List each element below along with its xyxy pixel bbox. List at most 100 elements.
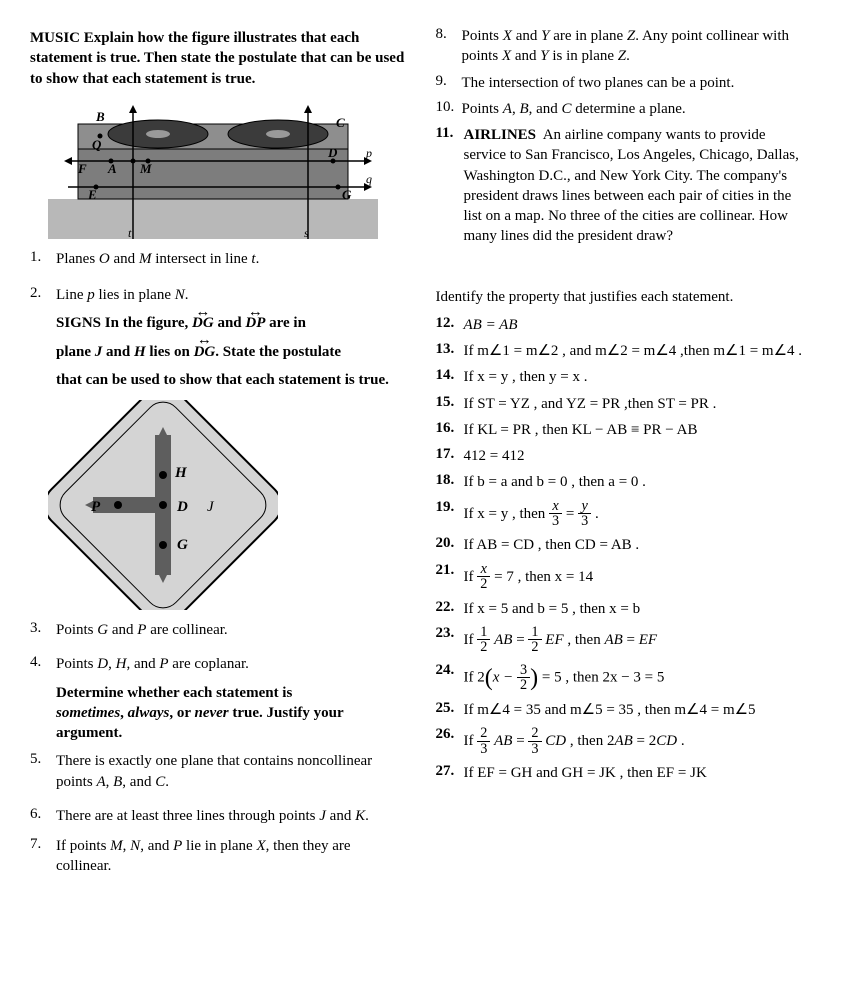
q23a: If: [464, 632, 478, 648]
question-11: 11. AIRLINES An airline company wants to…: [436, 125, 812, 247]
q9-text: The intersection of two planes can be a …: [462, 73, 812, 93]
question-9: 9. The intersection of two planes can be…: [436, 73, 812, 93]
q15-number: 15.: [436, 394, 464, 414]
q26-f2: 23: [528, 726, 541, 757]
svg-text:D: D: [327, 145, 338, 160]
q1-number: 1.: [30, 249, 56, 269]
q23e: EF , then AB = EF: [545, 632, 657, 648]
q1-text: Planes O and M intersect in line t.: [56, 249, 406, 269]
question-16: 16. If KL = PR , then KL − AB ≡ PR − AB: [436, 420, 812, 440]
q23-number: 23.: [436, 625, 464, 656]
q19-text: If x = y , then x3 = y3 .: [464, 499, 812, 530]
q24b: x −: [493, 669, 517, 685]
q25-number: 25.: [436, 700, 464, 720]
svg-text:Q: Q: [92, 137, 102, 152]
determine-heading2: sometimes, always, or never true. Justif…: [56, 703, 406, 744]
q24-frac: 32: [517, 663, 530, 694]
q8-text: Points X and Y are in plane Z. Any point…: [462, 26, 812, 67]
q24c: = 5 , then 2x − 3 = 5: [542, 669, 664, 685]
signs-intro: SIGNS In the figure, ↔DG and ↔DP are in: [56, 313, 406, 333]
q20-text: If AB = CD , then CD = AB .: [464, 535, 812, 555]
left-column: MUSIC Explain how the figure illustrates…: [30, 20, 406, 883]
q27-text: If EF = GH and GH = JK , then EF = JK: [464, 763, 812, 783]
q4-text: Points D, H, and P are coplanar.: [56, 654, 406, 674]
question-17: 17. 412 = 412: [436, 446, 812, 466]
question-6: 6. There are at least three lines throug…: [30, 806, 406, 826]
q3-number: 3.: [30, 620, 56, 640]
signs-l2: plane J and H lies on ↔DG. State the pos…: [56, 342, 406, 362]
question-26: 26. If 23 AB = 23 CD , then 2AB = 2CD .: [436, 726, 812, 757]
q22-number: 22.: [436, 599, 464, 619]
q23-f1: 12: [477, 625, 490, 656]
svg-text:F: F: [77, 161, 87, 176]
q24-number: 24.: [436, 662, 464, 694]
svg-text:C: C: [336, 115, 345, 130]
question-14: 14. If x = y , then y = x .: [436, 367, 812, 387]
question-24: 24. If 2(x − 32) = 5 , then 2x − 3 = 5: [436, 662, 812, 694]
svg-text:M: M: [139, 161, 152, 176]
question-1: 1. Planes O and M intersect in line t.: [30, 249, 406, 269]
q19-frac1: x3: [549, 499, 562, 530]
q24-text: If 2(x − 32) = 5 , then 2x − 3 = 5: [464, 662, 812, 694]
airlines-heading: AIRLINES: [464, 127, 537, 143]
svg-text:H: H: [174, 465, 188, 481]
question-2: 2. Line p lies in plane N.: [30, 285, 406, 305]
determine-heading: Determine whether each statement is: [56, 683, 406, 703]
svg-text:p: p: [365, 146, 372, 160]
q27-number: 27.: [436, 763, 464, 783]
q4-number: 4.: [30, 654, 56, 674]
q22-text: If x = 5 and b = 5 , then x = b: [464, 599, 812, 619]
q11-body: An airline company wants to provide serv…: [464, 127, 799, 244]
q24a: If 2: [464, 669, 485, 685]
q17-number: 17.: [436, 446, 464, 466]
q6-text: There are at least three lines through p…: [56, 806, 406, 826]
q12-text: AB = AB: [464, 315, 812, 335]
q10-text: Points A, B, and C determine a plane.: [462, 99, 812, 119]
question-21: 21. If x2 = 7 , then x = 14: [436, 562, 812, 593]
q7-text: If points M, N, and P lie in plane X, th…: [56, 836, 406, 877]
q21-text: If x2 = 7 , then x = 14: [464, 562, 812, 593]
q13-number: 13.: [436, 341, 464, 361]
q10-number: 10.: [436, 99, 462, 119]
q19-frac2: y3: [578, 499, 591, 530]
music-intro: MUSIC Explain how the figure illustrates…: [30, 28, 406, 89]
svg-text:q: q: [366, 172, 372, 186]
sign-svg: H P D J G: [48, 400, 278, 610]
figure-sign: H P D J G: [48, 400, 406, 610]
q7-number: 7.: [30, 836, 56, 877]
q15-text: If ST = YZ , and YZ = PR ,then ST = PR .: [464, 394, 812, 414]
question-10: 10. Points A, B, and C determine a plane…: [436, 99, 812, 119]
q20-number: 20.: [436, 535, 464, 555]
question-25: 25. If m∠4 = 35 and m∠5 = 35 , then m∠4 …: [436, 700, 812, 720]
q25-text: If m∠4 = 35 and m∠5 = 35 , then m∠4 = m∠…: [464, 700, 812, 720]
q5-text: There is exactly one plane that contains…: [56, 751, 406, 792]
q26e: CD , then 2AB = 2CD .: [545, 733, 684, 749]
q12-number: 12.: [436, 315, 464, 335]
signs-l3: that can be used to show that each state…: [56, 370, 406, 390]
question-20: 20. If AB = CD , then CD = AB .: [436, 535, 812, 555]
q11-number: 11.: [436, 125, 464, 247]
question-4: 4. Points D, H, and P are coplanar.: [30, 654, 406, 674]
svg-text:E: E: [87, 187, 97, 202]
question-12: 12. AB = AB: [436, 315, 812, 335]
q5-number: 5.: [30, 751, 56, 792]
identify-heading: Identify the property that justifies eac…: [436, 287, 812, 307]
q19-number: 19.: [436, 499, 464, 530]
q9-number: 9.: [436, 73, 462, 93]
svg-text:D: D: [176, 499, 188, 515]
q23-text: If 12 AB = 12 EF , then AB = EF: [464, 625, 812, 656]
q26a: If: [464, 733, 478, 749]
q23-f2: 12: [528, 625, 541, 656]
signs-l1: In the figure, ↔DG and ↔DP are in: [105, 315, 306, 331]
q26c: AB =: [494, 733, 528, 749]
q14-text: If x = y , then y = x .: [464, 367, 812, 387]
q19c: .: [595, 505, 599, 521]
svg-text:B: B: [95, 109, 105, 124]
q18-number: 18.: [436, 472, 464, 492]
signs-heading: SIGNS: [56, 315, 101, 331]
q19a: If x = y , then: [464, 505, 550, 521]
q26-text: If 23 AB = 23 CD , then 2AB = 2CD .: [464, 726, 812, 757]
svg-text:G: G: [177, 537, 188, 553]
svg-text:A: A: [107, 161, 117, 176]
q11-text: AIRLINES An airline company wants to pro…: [464, 125, 812, 247]
